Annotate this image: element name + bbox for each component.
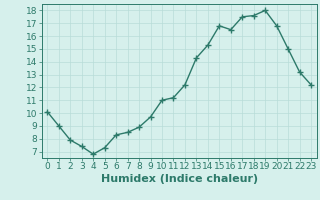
X-axis label: Humidex (Indice chaleur): Humidex (Indice chaleur) <box>100 174 258 184</box>
